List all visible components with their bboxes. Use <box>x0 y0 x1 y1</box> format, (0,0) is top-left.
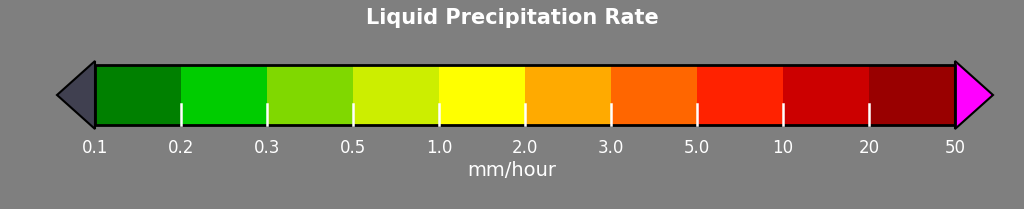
Bar <box>353 65 439 125</box>
Bar <box>697 65 783 125</box>
Text: 3.0: 3.0 <box>598 139 625 157</box>
Text: 1.0: 1.0 <box>426 139 453 157</box>
Text: 0.3: 0.3 <box>254 139 281 157</box>
Text: mm/hour: mm/hour <box>468 161 556 180</box>
Text: 0.5: 0.5 <box>340 139 367 157</box>
Text: 20: 20 <box>858 139 880 157</box>
Bar <box>267 65 353 125</box>
Text: 0.1: 0.1 <box>82 139 109 157</box>
Bar <box>611 65 697 125</box>
Polygon shape <box>57 61 95 129</box>
Bar <box>439 65 525 125</box>
Bar <box>869 65 955 125</box>
Text: 0.2: 0.2 <box>168 139 195 157</box>
Text: 10: 10 <box>772 139 794 157</box>
Text: Liquid Precipitation Rate: Liquid Precipitation Rate <box>366 8 658 28</box>
Bar <box>525 65 611 125</box>
Text: 2.0: 2.0 <box>512 139 539 157</box>
Text: 50: 50 <box>944 139 966 157</box>
Bar <box>181 65 267 125</box>
Bar <box>95 65 955 125</box>
Text: 5.0: 5.0 <box>684 139 710 157</box>
Bar <box>783 65 869 125</box>
Bar <box>95 65 181 125</box>
Polygon shape <box>955 61 993 129</box>
